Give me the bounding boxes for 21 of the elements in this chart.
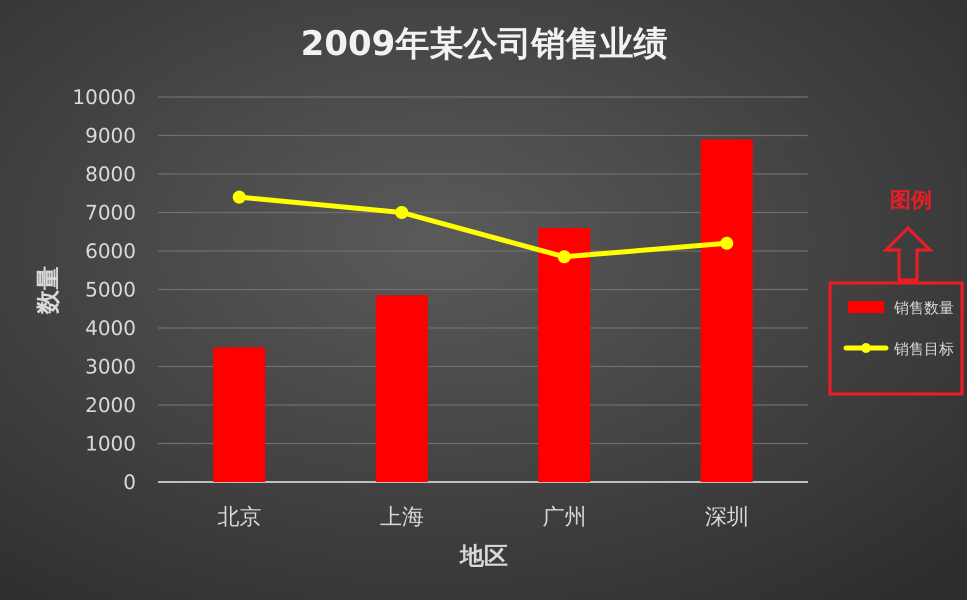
- y-tick-label: 5000: [85, 278, 136, 302]
- y-tick-label: 8000: [85, 162, 136, 186]
- y-tick-label: 10000: [72, 85, 136, 109]
- y-tick-label: 6000: [85, 239, 136, 263]
- y-tick-label: 2000: [85, 393, 136, 417]
- x-axis-title: 地区: [459, 543, 508, 570]
- text: 图例: [890, 188, 932, 212]
- x-tick-label: 广州: [542, 504, 586, 529]
- y-tick-label: 7000: [85, 200, 136, 224]
- y-tick-label: 9000: [85, 124, 136, 148]
- y-tick-label: 4000: [85, 316, 136, 340]
- x-tick-label: 上海: [380, 504, 424, 529]
- legend-label: 销售数量: [893, 299, 954, 317]
- chart-title: 2009年某公司销售业绩: [300, 24, 668, 64]
- y-tick-label: 1000: [85, 432, 136, 456]
- y-tick-label: 0: [123, 470, 136, 494]
- y-axis-title: 数量: [36, 266, 62, 315]
- x-tick-label: 北京: [217, 504, 262, 529]
- y-tick-label: 3000: [85, 354, 136, 378]
- x-tick-label: 深圳: [704, 504, 749, 529]
- legend-label: 销售目标: [893, 340, 954, 358]
